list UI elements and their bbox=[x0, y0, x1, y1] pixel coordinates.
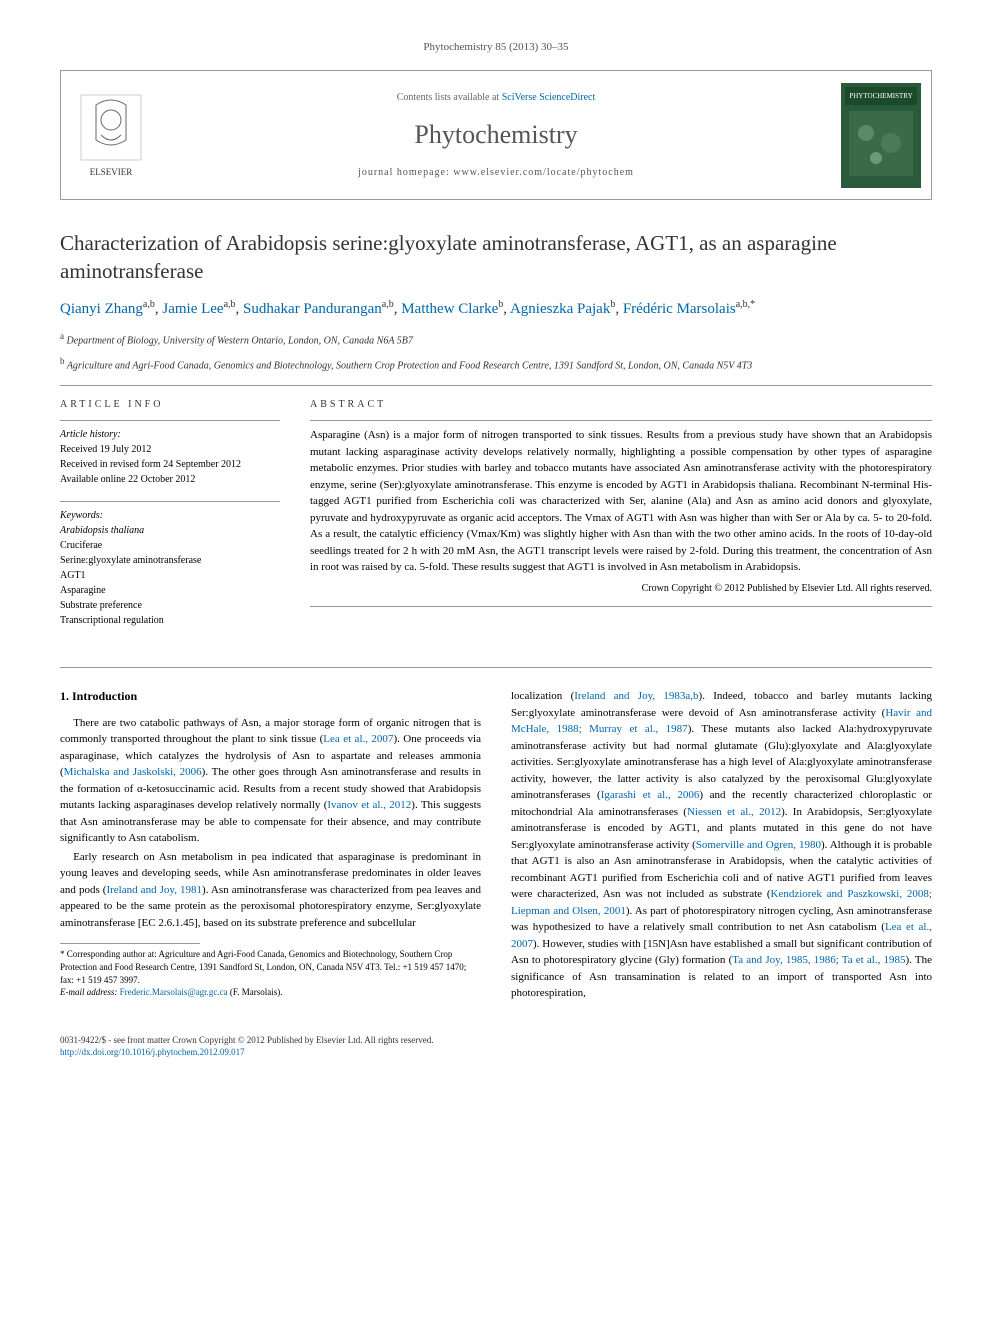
journal-cover-thumbnail: PHYTOCHEMISTRY bbox=[831, 71, 931, 199]
header-center: Contents lists available at SciVerse Sci… bbox=[161, 71, 831, 199]
body-paragraph: Early research on Asn metabolism in pea … bbox=[60, 849, 481, 932]
author-affil: a,b,* bbox=[736, 299, 755, 310]
svg-text:PHYTOCHEMISTRY: PHYTOCHEMISTRY bbox=[849, 92, 912, 100]
abstract-heading: ABSTRACT bbox=[310, 398, 932, 412]
elsevier-logo: ELSEVIER bbox=[61, 71, 161, 199]
keyword: AGT1 bbox=[60, 568, 280, 583]
journal-name: Phytochemistry bbox=[171, 117, 821, 153]
author-affil: a,b bbox=[224, 299, 236, 310]
info-abstract-row: ARTICLE INFO Article history: Received 1… bbox=[60, 398, 932, 642]
body-columns: 1. Introduction There are two catabolic … bbox=[60, 688, 932, 1004]
author-link[interactable]: Agnieszka Pajak bbox=[510, 301, 610, 317]
contents-prefix: Contents lists available at bbox=[397, 92, 502, 103]
keyword: Arabidopsis thaliana bbox=[60, 523, 280, 538]
divider bbox=[60, 667, 932, 668]
divider bbox=[60, 385, 932, 386]
author-link[interactable]: Jamie Lee bbox=[162, 301, 223, 317]
citation-header: Phytochemistry 85 (2013) 30–35 bbox=[60, 40, 932, 55]
keyword: Asparagine bbox=[60, 583, 280, 598]
keywords-block: Keywords: Arabidopsis thaliana Crucifera… bbox=[60, 508, 280, 628]
article-info: ARTICLE INFO Article history: Received 1… bbox=[60, 398, 280, 642]
citation-link[interactable]: Somerville and Ogren, 1980 bbox=[696, 839, 821, 851]
citation-link[interactable]: Ireland and Joy, 1981 bbox=[106, 884, 202, 896]
email-footnote: E-mail address: Frederic.Marsolais@agr.g… bbox=[60, 986, 481, 999]
keyword: Transcriptional regulation bbox=[60, 613, 280, 628]
homepage-prefix: journal homepage: bbox=[358, 167, 453, 178]
body-column-right: localization (Ireland and Joy, 1983a,b).… bbox=[511, 688, 932, 1004]
doi-link[interactable]: http://dx.doi.org/10.1016/j.phytochem.20… bbox=[60, 1047, 245, 1057]
citation-link[interactable]: Ivanov et al., 2012 bbox=[327, 799, 411, 811]
journal-header-box: ELSEVIER Contents lists available at Sci… bbox=[60, 70, 932, 200]
section-heading: 1. Introduction bbox=[60, 688, 481, 705]
authors: Qianyi Zhanga,b, Jamie Leea,b, Sudhakar … bbox=[60, 297, 932, 321]
author-affil: a,b bbox=[382, 299, 394, 310]
citation-link[interactable]: Igarashi et al., 2006 bbox=[601, 789, 700, 801]
author-link[interactable]: Sudhakar Pandurangan bbox=[243, 301, 382, 317]
article-history: Article history: Received 19 July 2012 R… bbox=[60, 427, 280, 487]
received-date: Received 19 July 2012 bbox=[60, 442, 280, 457]
author-link[interactable]: Frédéric Marsolais bbox=[623, 301, 736, 317]
corresponding-author-footnote: * Corresponding author at: Agriculture a… bbox=[60, 948, 481, 986]
contents-line: Contents lists available at SciVerse Sci… bbox=[171, 91, 821, 105]
body-paragraph: There are two catabolic pathways of Asn,… bbox=[60, 715, 481, 847]
keyword: Substrate preference bbox=[60, 598, 280, 613]
citation-link[interactable]: Michalska and Jaskolski, 2006 bbox=[64, 766, 202, 778]
footnote-divider bbox=[60, 943, 200, 944]
article-title: Characterization of Arabidopsis serine:g… bbox=[60, 230, 932, 285]
citation-link[interactable]: Niessen et al., 2012 bbox=[687, 806, 781, 818]
article-info-heading: ARTICLE INFO bbox=[60, 398, 280, 412]
author-affil: b bbox=[610, 299, 615, 310]
email-link[interactable]: Frederic.Marsolais@agr.gc.ca bbox=[120, 987, 228, 997]
citation-link[interactable]: Ta and Joy, 1985, 1986; Ta et al., 1985 bbox=[732, 954, 905, 966]
online-date: Available online 22 October 2012 bbox=[60, 472, 280, 487]
affiliation-a: a Department of Biology, University of W… bbox=[60, 330, 932, 348]
affiliation-b: b Agriculture and Agri-Food Canada, Geno… bbox=[60, 355, 932, 373]
revised-date: Received in revised form 24 September 20… bbox=[60, 457, 280, 472]
abstract-column: ABSTRACT Asparagine (Asn) is a major for… bbox=[310, 398, 932, 642]
history-label: Article history: bbox=[60, 427, 280, 442]
homepage-url[interactable]: www.elsevier.com/locate/phytochem bbox=[453, 167, 634, 178]
homepage-line: journal homepage: www.elsevier.com/locat… bbox=[171, 166, 821, 180]
sciencedirect-link[interactable]: SciVerse ScienceDirect bbox=[502, 92, 596, 103]
body-paragraph: localization (Ireland and Joy, 1983a,b).… bbox=[511, 688, 932, 1002]
abstract-copyright: Crown Copyright © 2012 Published by Else… bbox=[310, 582, 932, 596]
author-link[interactable]: Matthew Clarke bbox=[401, 301, 498, 317]
keywords-label: Keywords: bbox=[60, 508, 280, 523]
keyword: Cruciferae bbox=[60, 538, 280, 553]
issn-copyright: 0031-9422/$ - see front matter Crown Cop… bbox=[60, 1034, 932, 1047]
author-affil: b bbox=[498, 299, 503, 310]
keyword: Serine:glyoxylate aminotransferase bbox=[60, 553, 280, 568]
bottom-metadata: 0031-9422/$ - see front matter Crown Cop… bbox=[60, 1034, 932, 1059]
author-link[interactable]: Qianyi Zhang bbox=[60, 301, 143, 317]
abstract-text: Asparagine (Asn) is a major form of nitr… bbox=[310, 427, 932, 576]
svg-text:ELSEVIER: ELSEVIER bbox=[90, 167, 133, 177]
citation-link[interactable]: Ireland and Joy, 1983a,b bbox=[574, 690, 698, 702]
citation-link[interactable]: Lea et al., 2007 bbox=[323, 733, 393, 745]
author-affil: a,b bbox=[143, 299, 155, 310]
body-column-left: 1. Introduction There are two catabolic … bbox=[60, 688, 481, 1004]
